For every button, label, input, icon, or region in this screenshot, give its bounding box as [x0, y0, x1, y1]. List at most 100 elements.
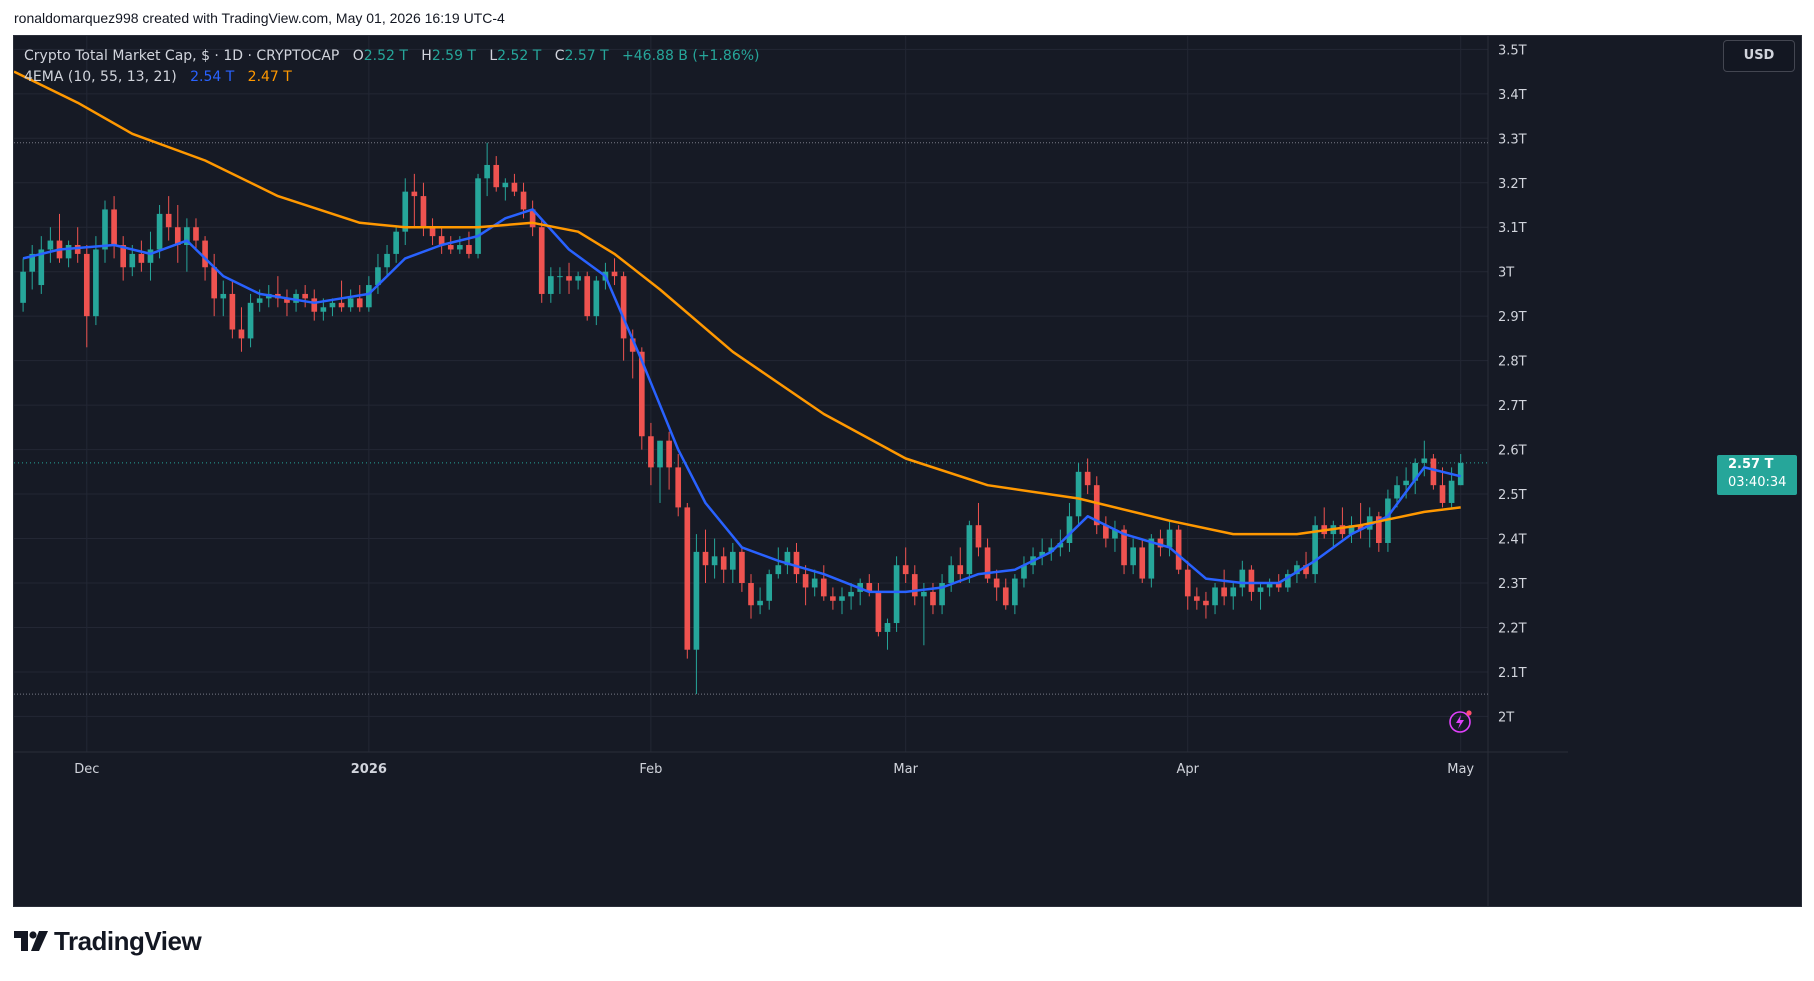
- candle-down: [566, 276, 572, 281]
- candle-down: [538, 227, 545, 294]
- close-label: C: [554, 48, 565, 64]
- candle-up: [1239, 569, 1246, 588]
- candle-up: [1021, 565, 1027, 579]
- candle-down: [302, 293, 308, 299]
- bar-countdown: 03:40:34: [1728, 474, 1787, 490]
- candle-up: [1412, 462, 1419, 481]
- candle-up: [775, 565, 782, 575]
- candle-up: [393, 231, 399, 254]
- ema-fast-line: [22, 208, 1461, 594]
- y-tick-label: 2T: [1498, 710, 1514, 725]
- candle-down: [1093, 485, 1100, 526]
- candle-down: [638, 351, 645, 437]
- candle-up: [711, 556, 718, 566]
- candle-down: [138, 253, 145, 263]
- y-tick-label: 2.4T: [1498, 533, 1527, 548]
- legend-row-symbol: Crypto Total Market Cap, $ · 1D · CRYPTO…: [24, 46, 760, 67]
- chart-panel[interactable]: 2T 2.1T 2.2T 2.3T 2.4T 2.5T 2.6T 2.7T 2.8T 2.9T 3T…: [13, 35, 1802, 907]
- candle-up: [20, 271, 26, 303]
- candle-down: [511, 182, 518, 192]
- y-tick-label: 2.6T: [1498, 444, 1527, 459]
- candle-up: [557, 276, 563, 278]
- ema-slow-line: [14, 70, 1461, 536]
- candle-down: [111, 209, 117, 246]
- candle-down: [1221, 587, 1227, 597]
- candle-down: [739, 551, 745, 584]
- candle-down: [284, 298, 290, 303]
- x-tick-label: May: [1447, 762, 1474, 777]
- high-label: H: [421, 48, 432, 64]
- candle-up: [1012, 578, 1018, 606]
- x-tick-label: 2026: [351, 762, 387, 777]
- candle-down: [438, 236, 445, 246]
- candle-up: [1166, 529, 1173, 548]
- candle-up: [657, 440, 663, 468]
- candle-down: [666, 440, 672, 468]
- candle-down: [74, 245, 81, 254]
- candle-down: [648, 436, 654, 468]
- y-tick-label: 2.8T: [1498, 355, 1527, 370]
- candle-up: [484, 164, 490, 179]
- y-tick-label: 2.9T: [1498, 310, 1527, 325]
- currency-button[interactable]: USD: [1723, 40, 1795, 72]
- ema-slow-value: 2.47 T: [247, 69, 292, 85]
- lightning-alert-icon[interactable]: [1448, 708, 1474, 734]
- indicator-name[interactable]: 4EMA (10, 55, 13, 21): [24, 69, 177, 85]
- candle-down: [520, 191, 527, 210]
- candle-down: [420, 196, 427, 228]
- candle-down: [1194, 596, 1200, 601]
- candle-down: [1121, 529, 1127, 566]
- candle-up: [1312, 525, 1318, 575]
- candle-down: [493, 164, 500, 188]
- candle-down: [684, 507, 691, 650]
- candle-up: [1257, 587, 1264, 592]
- candle-down: [1439, 485, 1446, 503]
- candle-up: [93, 249, 99, 317]
- y-tick-label: 3T: [1498, 266, 1514, 281]
- candle-down: [120, 245, 127, 268]
- candle-up: [293, 293, 299, 303]
- candle-up: [1112, 529, 1118, 539]
- ema-fast-value: 2.54 T: [190, 69, 235, 85]
- close-value: 2.57 T: [564, 48, 609, 64]
- low-value: 2.52 T: [497, 48, 542, 64]
- candle-up: [366, 285, 372, 308]
- candle-down: [720, 556, 727, 570]
- y-tick-label: 2.2T: [1498, 621, 1527, 636]
- candle-up: [1457, 462, 1464, 486]
- candle-down: [1303, 565, 1309, 575]
- x-tick-label: Feb: [639, 762, 662, 777]
- low-label: L: [489, 48, 498, 64]
- candle-up: [329, 302, 336, 308]
- candle-up: [1048, 547, 1055, 552]
- y-tick-label: 2.7T: [1498, 399, 1527, 414]
- candle-up: [402, 191, 409, 232]
- candle-down: [1203, 600, 1209, 606]
- candle-up: [1230, 587, 1237, 597]
- candle-up: [884, 623, 891, 632]
- y-tick-label: 3.2T: [1498, 177, 1527, 192]
- candle-up: [475, 178, 481, 254]
- candle-up: [184, 227, 190, 246]
- candlestick-chart[interactable]: 2T 2.1T 2.2T 2.3T 2.4T 2.5T 2.6T 2.7T 2.8T 2.9T 3T…: [14, 36, 1802, 907]
- candle-up: [948, 565, 954, 584]
- candle-up: [65, 245, 72, 259]
- symbol-name[interactable]: Crypto Total Market Cap, $ · 1D · CRYPTO…: [24, 48, 340, 64]
- candle-up: [939, 583, 945, 606]
- candle-up: [1039, 551, 1045, 557]
- candle-up: [29, 253, 36, 272]
- candle-down: [1357, 525, 1364, 530]
- candle-down: [1375, 516, 1382, 543]
- candle-up: [1448, 480, 1455, 503]
- candle-up: [347, 298, 354, 308]
- candle-up: [1294, 565, 1300, 575]
- candle-down: [675, 467, 682, 508]
- last-price-label: 2.57 T 03:40:34: [1717, 454, 1797, 495]
- candle-down: [1139, 547, 1146, 579]
- candle-up: [129, 253, 136, 268]
- change-value: +46.88 B (+1.86%): [622, 48, 760, 64]
- candle-up: [1394, 485, 1400, 499]
- y-tick-label: 3.3T: [1498, 132, 1527, 147]
- candle-down: [193, 227, 199, 241]
- candle-down: [165, 213, 172, 228]
